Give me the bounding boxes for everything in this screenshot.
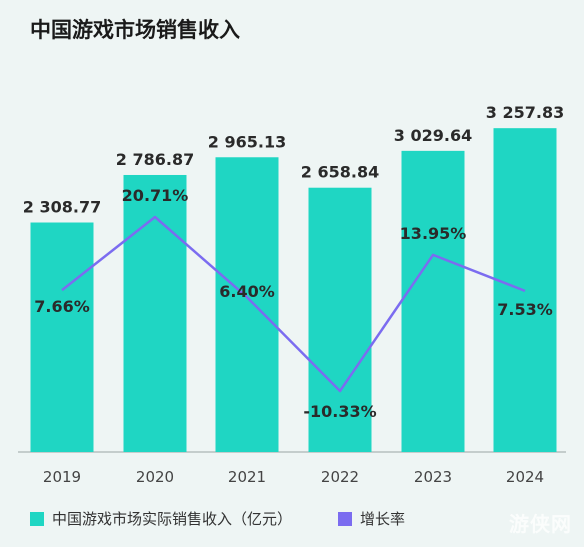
- growth-label-2021: 6.40%: [219, 282, 275, 301]
- bar-value-label-2022: 2 658.84: [301, 163, 379, 182]
- growth-label-2023: 13.95%: [400, 224, 467, 243]
- growth-label-2020: 20.71%: [122, 186, 189, 205]
- x-tick-label-2024: 2024: [506, 468, 544, 486]
- legend-label-revenue: 中国游戏市场实际销售收入（亿元）: [52, 510, 293, 528]
- watermark-text: 游侠网: [509, 512, 572, 536]
- bar-2023: [401, 150, 465, 452]
- growth-line: [61, 215, 526, 393]
- bar-2022: [308, 187, 372, 452]
- bar-2021: [215, 157, 279, 452]
- legend-item-revenue: 中国游戏市场实际销售收入（亿元）: [30, 508, 292, 529]
- growth-label-2019: 7.66%: [34, 297, 90, 316]
- legend-label-growth: 增长率: [360, 510, 406, 528]
- bar-2020: [123, 174, 187, 453]
- x-tick-label-2019: 2019: [43, 468, 81, 486]
- bar-value-label-2020: 2 786.87: [116, 150, 194, 169]
- chart-canvas: 2 308.77 2 786.87 2 965.13 2 658.84 3 029.64…: [18, 103, 566, 486]
- bar-2019: [30, 222, 94, 452]
- legend: 中国游戏市场实际销售收入（亿元） 增长率: [30, 508, 451, 529]
- legend-swatch-growth: [338, 511, 353, 526]
- legend-item-growth: 增长率: [338, 508, 405, 529]
- chart-title: 中国游戏市场销售收入: [30, 18, 240, 42]
- watermark-logo: 游侠网: [509, 508, 572, 537]
- growth-label-2022: -10.33%: [303, 402, 376, 421]
- bar-value-label-2024: 3 257.83: [486, 103, 564, 122]
- x-tick-label-2021: 2021: [228, 468, 266, 486]
- growth-label-2024: 7.53%: [497, 300, 553, 319]
- x-tick-label-2022: 2022: [321, 468, 359, 486]
- bar-value-label-2019: 2 308.77: [23, 198, 101, 217]
- x-tick-label-2020: 2020: [136, 468, 174, 486]
- legend-swatch-revenue: [30, 511, 44, 526]
- bar-value-label-2023: 3 029.64: [394, 126, 472, 145]
- x-tick-label-2023: 2023: [414, 468, 452, 486]
- bar-value-label-2021: 2 965.13: [208, 132, 286, 151]
